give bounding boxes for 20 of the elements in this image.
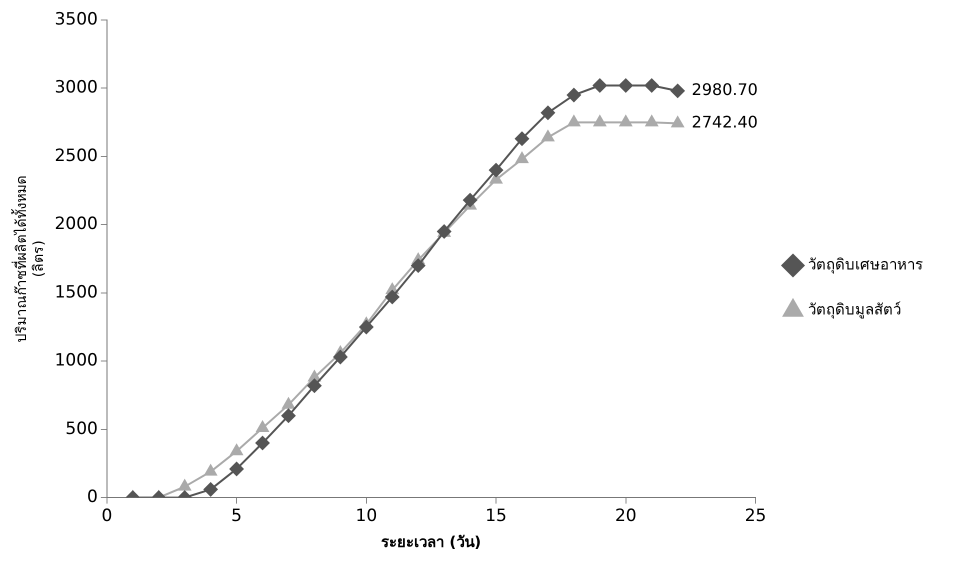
y-tick-label: 500	[65, 418, 98, 439]
x-tick-label: 0	[101, 506, 112, 526]
x-tick-label: 10	[356, 506, 378, 526]
x-tick-label: 20	[614, 506, 637, 526]
x-axis-title: ระยะเวลา (วัน)	[381, 532, 482, 551]
y-tick-label: 2500	[54, 146, 98, 166]
y-tick-label: 2000	[54, 214, 98, 234]
y-tick-label: 3000	[54, 78, 98, 98]
legend-label: วัตถุดิบเศษอาหาร	[808, 255, 923, 274]
y-tick-label: 1500	[54, 282, 98, 302]
data-label: 2742.40	[692, 112, 758, 132]
y-tick-label: 1000	[54, 350, 98, 371]
y-tick-label: 3500	[54, 9, 98, 30]
x-tick-label: 25	[744, 506, 766, 526]
x-tick-label: 5	[231, 506, 242, 526]
y-axis-title: ปริมาณก๊าซที่ผลิตได้ทั้งหมด (ลิตร)	[11, 175, 47, 342]
legend-label: วัตถุดิบมูลสัตว์	[808, 300, 901, 320]
y-tick-label: 0	[87, 487, 98, 508]
data-label: 2980.70	[692, 80, 758, 100]
x-tick-label: 15	[485, 506, 507, 526]
